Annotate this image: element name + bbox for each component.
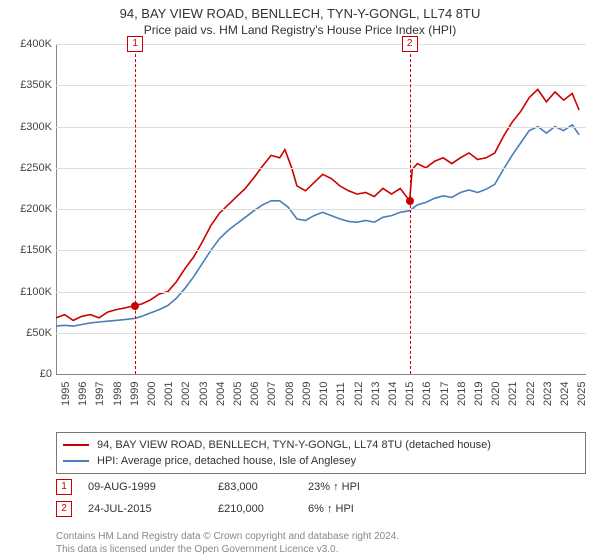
x-tick-label: 2002 <box>180 382 192 406</box>
legend-label: 94, BAY VIEW ROAD, BENLLECH, TYN-Y-GONGL… <box>97 439 491 451</box>
gridline <box>56 374 586 375</box>
x-tick-label: 2018 <box>456 382 468 406</box>
marker-line <box>135 44 136 374</box>
event-price: £83,000 <box>218 481 308 493</box>
event-marker-box: 1 <box>56 479 72 495</box>
chart-title: 94, BAY VIEW ROAD, BENLLECH, TYN-Y-GONGL… <box>0 6 600 21</box>
x-tick-label: 2001 <box>163 382 175 406</box>
x-tick-label: 2008 <box>284 382 296 406</box>
x-tick-label: 2009 <box>301 382 313 406</box>
x-tick-label: 2020 <box>490 382 502 406</box>
chart-subtitle: Price paid vs. HM Land Registry's House … <box>0 23 600 37</box>
x-tick-label: 1998 <box>112 382 124 406</box>
x-tick-label: 1995 <box>60 382 72 406</box>
x-tick-label: 2003 <box>198 382 210 406</box>
x-tick-label: 2000 <box>146 382 158 406</box>
chart-wrap: £0£50K£100K£150K£200K£250K£300K£350K£400… <box>0 44 600 424</box>
x-tick-label: 2012 <box>353 382 365 406</box>
legend-label: HPI: Average price, detached house, Isle… <box>97 455 356 467</box>
x-tick-label: 2004 <box>215 382 227 406</box>
title-area: 94, BAY VIEW ROAD, BENLLECH, TYN-Y-GONGL… <box>0 0 600 37</box>
y-tick-label: £300K <box>2 121 52 133</box>
x-tick-label: 2019 <box>473 382 485 406</box>
y-tick-label: £400K <box>2 38 52 50</box>
x-tick-label: 2024 <box>559 382 571 406</box>
x-tick-label: 2010 <box>318 382 330 406</box>
marker-box: 1 <box>127 36 143 52</box>
legend-swatch <box>63 460 89 462</box>
x-tick-label: 2015 <box>404 382 416 406</box>
x-tick-label: 2006 <box>249 382 261 406</box>
event-price: £210,000 <box>218 503 308 515</box>
x-tick-label: 1996 <box>77 382 89 406</box>
y-tick-label: £200K <box>2 203 52 215</box>
marker-dot <box>131 302 139 310</box>
x-tick-label: 1997 <box>94 382 106 406</box>
event-date: 09-AUG-1999 <box>88 481 218 493</box>
y-tick-label: £100K <box>2 286 52 298</box>
y-tick-label: £50K <box>2 327 52 339</box>
marker-box: 2 <box>402 36 418 52</box>
x-tick-label: 2005 <box>232 382 244 406</box>
attribution: Contains HM Land Registry data © Crown c… <box>56 531 586 556</box>
y-tick-label: £250K <box>2 162 52 174</box>
marker-dot <box>406 197 414 205</box>
y-tick-label: £350K <box>2 79 52 91</box>
x-tick-label: 2016 <box>421 382 433 406</box>
x-tick-label: 1999 <box>129 382 141 406</box>
event-row: 1 09-AUG-1999 £83,000 23% ↑ HPI <box>56 478 586 496</box>
attribution-line: This data is licensed under the Open Gov… <box>56 544 586 557</box>
legend-item: 94, BAY VIEW ROAD, BENLLECH, TYN-Y-GONGL… <box>63 437 579 453</box>
plot-area: 12 <box>56 44 586 374</box>
attribution-line: Contains HM Land Registry data © Crown c… <box>56 531 586 544</box>
event-pct: 6% ↑ HPI <box>308 503 354 515</box>
x-tick-label: 2014 <box>387 382 399 406</box>
x-tick-label: 2021 <box>507 382 519 406</box>
x-tick-label: 2011 <box>335 382 347 406</box>
event-date: 24-JUL-2015 <box>88 503 218 515</box>
event-marker-box: 2 <box>56 501 72 517</box>
x-tick-label: 2023 <box>542 382 554 406</box>
legend: 94, BAY VIEW ROAD, BENLLECH, TYN-Y-GONGL… <box>56 432 586 474</box>
event-pct: 23% ↑ HPI <box>308 481 360 493</box>
marker-line <box>410 44 411 374</box>
event-row: 2 24-JUL-2015 £210,000 6% ↑ HPI <box>56 500 586 518</box>
x-tick-label: 2013 <box>370 382 382 406</box>
y-tick-label: £150K <box>2 244 52 256</box>
x-tick-label: 2007 <box>266 382 278 406</box>
legend-swatch <box>63 444 89 446</box>
legend-item: HPI: Average price, detached house, Isle… <box>63 453 579 469</box>
x-tick-label: 2022 <box>525 382 537 406</box>
y-tick-label: £0 <box>2 368 52 380</box>
x-tick-label: 2025 <box>576 382 588 406</box>
chart-container: 94, BAY VIEW ROAD, BENLLECH, TYN-Y-GONGL… <box>0 0 600 560</box>
x-tick-label: 2017 <box>439 382 451 406</box>
